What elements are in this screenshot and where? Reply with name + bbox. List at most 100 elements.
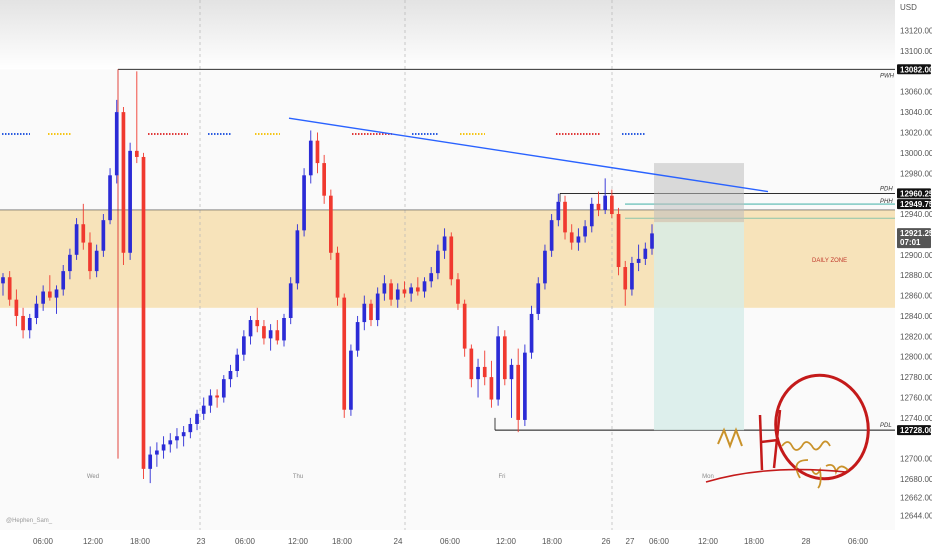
time-tick-label: 18:00 <box>542 537 563 546</box>
candle-body <box>623 267 628 290</box>
candle-body <box>235 354 240 371</box>
candle <box>650 224 654 255</box>
countdown-label: 07:01 <box>900 238 921 247</box>
candle <box>288 277 293 325</box>
candle-body <box>603 195 608 210</box>
candle-body <box>74 224 79 255</box>
price-axis: 13120.00 13100.00 13082.00 13060.00 13040.00… <box>895 0 932 550</box>
candle <box>14 289 19 327</box>
candle-body <box>369 303 373 321</box>
candle-body <box>148 454 153 469</box>
candle <box>21 307 25 339</box>
candle-body <box>630 262 634 290</box>
candle-body <box>462 303 467 349</box>
candle-body <box>88 242 92 272</box>
price-tick-label: 12980.00 <box>900 169 932 178</box>
price-tag-label: 12921.25 <box>900 229 932 238</box>
candle-body <box>355 322 360 351</box>
candle <box>329 189 333 260</box>
candle <box>41 285 45 311</box>
candle <box>201 397 206 420</box>
candle <box>315 132 320 174</box>
candle-body <box>616 214 621 268</box>
time-tick-label: 26 <box>602 537 611 546</box>
candle <box>342 293 347 418</box>
candle <box>549 214 554 257</box>
price-tick-label: 12740.00 <box>900 414 932 423</box>
candle-body <box>195 413 199 424</box>
candle <box>1 273 5 296</box>
signature-m <box>717 427 743 449</box>
candle-body <box>54 289 59 298</box>
candle <box>161 436 166 459</box>
candle <box>134 71 139 164</box>
candle <box>482 350 487 386</box>
candle <box>148 446 153 484</box>
candle-body <box>275 330 280 341</box>
candle <box>221 375 226 403</box>
time-tick-label: 06:00 <box>649 537 670 546</box>
candle-body <box>536 283 541 314</box>
candle-body <box>215 395 219 398</box>
candle <box>442 228 447 259</box>
candle-body <box>402 289 407 294</box>
price-tag <box>897 228 931 249</box>
price-tick-label: 12800.00 <box>900 353 932 362</box>
stop-loss-box <box>654 163 744 223</box>
candle <box>382 275 387 301</box>
candle <box>322 154 326 204</box>
candle-body <box>21 315 25 331</box>
time-tick-label: 24 <box>394 537 403 546</box>
candle <box>436 244 440 280</box>
candle-body <box>61 271 66 290</box>
candle <box>536 277 541 321</box>
candle <box>389 279 393 306</box>
candle-body <box>161 444 166 451</box>
candle <box>248 315 253 345</box>
candle-body <box>335 252 340 298</box>
time-tick-label: 12:00 <box>496 537 517 546</box>
price-tag <box>897 188 931 199</box>
price-tick-label: 13040.00 <box>900 108 932 117</box>
candle-body <box>168 440 173 445</box>
candle-body <box>389 283 393 300</box>
candle-body <box>141 156 146 469</box>
price-tick-label: 12780.00 <box>900 373 932 382</box>
time-tick-label: 28 <box>802 537 811 546</box>
price-tag-label: 13082.00 <box>900 65 932 74</box>
candle-body <box>201 405 206 414</box>
price-tag-label: 12728.00 <box>900 426 932 435</box>
candle-body <box>496 336 500 400</box>
candle <box>47 275 52 301</box>
candle <box>27 313 32 339</box>
candle <box>208 389 213 413</box>
price-tag <box>897 64 931 75</box>
candle-body <box>456 279 460 304</box>
pwh-label: PWH <box>880 73 895 79</box>
candle-body <box>41 291 45 304</box>
candle <box>395 283 400 308</box>
candle <box>94 244 99 278</box>
candle <box>355 315 360 357</box>
time-axis: 06:00 12:00 18:00 23 06:00 12:00 18:00 24 06:00 1… <box>0 474 895 550</box>
candle-body <box>349 350 353 410</box>
candle <box>509 358 514 418</box>
annotations <box>2 117 769 431</box>
candle-body <box>108 175 112 221</box>
candle <box>375 287 380 327</box>
candle-body <box>27 318 32 331</box>
candle-body <box>543 250 547 284</box>
candle <box>523 344 527 427</box>
candle <box>181 426 186 447</box>
candle <box>275 320 280 345</box>
candle-body <box>529 313 534 353</box>
price-tag-label: 12960.25 <box>900 189 932 198</box>
candle <box>175 428 179 449</box>
candle <box>54 285 59 314</box>
candle <box>88 232 92 280</box>
time-tick-label: 18:00 <box>130 537 151 546</box>
candle-body <box>329 195 333 253</box>
daily-zone-label: DAILY ZONE <box>812 258 847 264</box>
candle <box>415 277 420 296</box>
